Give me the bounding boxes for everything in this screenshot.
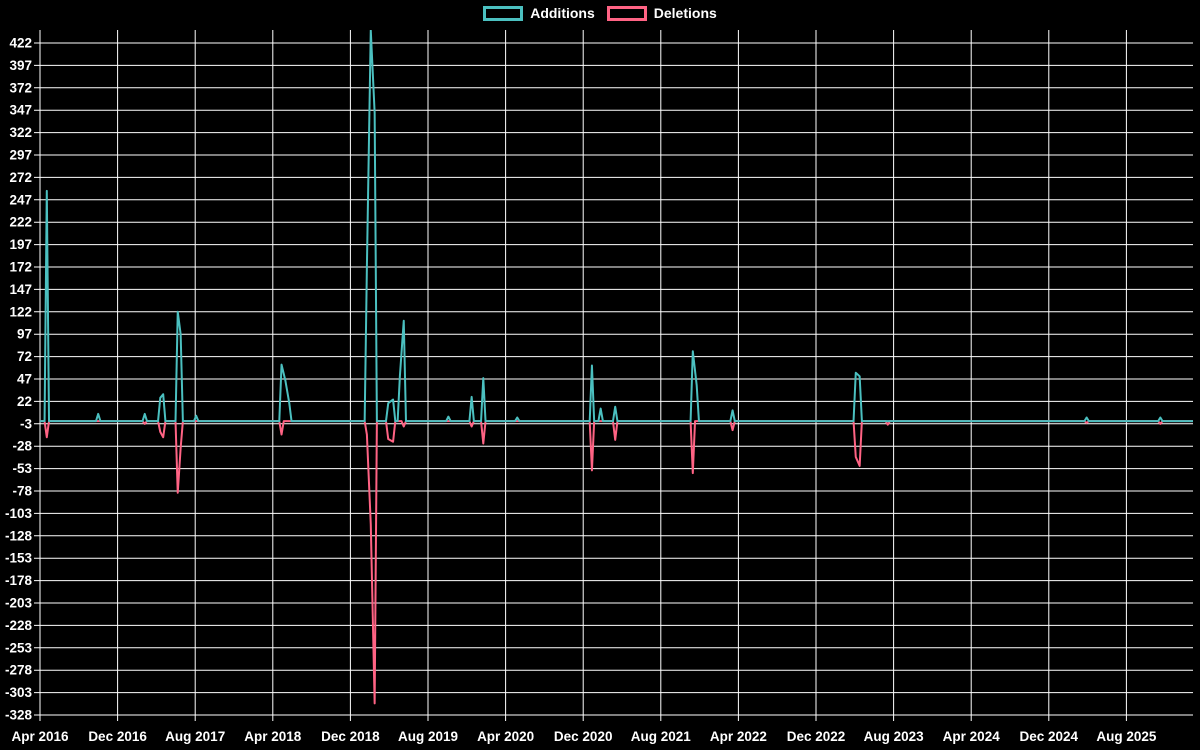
y-grid xyxy=(34,42,1193,716)
y-tick-label: 197 xyxy=(9,237,32,252)
series-line-deletions xyxy=(40,420,1193,705)
y-tick-label: -253 xyxy=(5,640,33,655)
deletions-swatch-icon xyxy=(606,6,647,21)
y-tick-label: 22 xyxy=(17,394,32,409)
x-tick-label: Dec 2016 xyxy=(88,729,147,744)
y-tick-label: -228 xyxy=(5,618,33,633)
y-tick-label: 222 xyxy=(9,215,32,230)
x-tick-label: Apr 2018 xyxy=(244,729,302,744)
y-tick-label: -328 xyxy=(5,708,33,723)
x-tick-label: Aug 2017 xyxy=(165,729,225,744)
x-tick-label: Dec 2018 xyxy=(321,729,380,744)
x-tick-label: Aug 2021 xyxy=(631,729,692,744)
x-tick-label: Apr 2022 xyxy=(710,729,767,744)
y-tick-label: 397 xyxy=(9,58,32,73)
y-tick-label: 297 xyxy=(9,148,32,163)
y-tick-label: -153 xyxy=(5,551,33,566)
x-tick-label: Aug 2025 xyxy=(1096,729,1157,744)
x-tick-label: Apr 2020 xyxy=(477,729,534,744)
y-tick-label: -28 xyxy=(12,439,32,454)
x-tick-label: Apr 2016 xyxy=(11,729,69,744)
y-tick-label: -203 xyxy=(5,596,33,611)
x-tick-label: Dec 2022 xyxy=(787,729,846,744)
series-line-additions xyxy=(40,30,1193,423)
y-tick-label: 72 xyxy=(17,349,32,364)
y-tick-label: -303 xyxy=(5,685,33,700)
y-tick-label: 97 xyxy=(17,327,32,342)
y-tick-label: 347 xyxy=(9,103,32,118)
y-tick-label: 172 xyxy=(9,260,32,275)
y-tick-label: 322 xyxy=(9,125,32,140)
legend-label-deletions: Deletions xyxy=(653,5,717,21)
y-tick-label: -103 xyxy=(5,506,33,521)
y-tick-label: -3 xyxy=(20,416,32,431)
x-grid xyxy=(39,30,1127,721)
x-tick-label: Apr 2024 xyxy=(943,729,1001,744)
y-tick-label: 422 xyxy=(9,36,32,51)
x-tick-label: Aug 2023 xyxy=(864,729,925,744)
y-tick-label: -128 xyxy=(5,528,33,543)
legend-item-additions[interactable]: Additions xyxy=(483,6,595,21)
y-tick-label: -278 xyxy=(5,663,33,678)
legend-item-deletions[interactable]: Deletions xyxy=(606,5,717,21)
y-tick-label: -178 xyxy=(5,573,33,588)
x-tick-label: Aug 2019 xyxy=(398,729,458,744)
y-tick-label: 122 xyxy=(9,304,32,319)
y-axis-labels: 422 397 372 347 322 297 272 247 222 197 172 147 122 9… xyxy=(5,36,33,723)
x-tick-label: Dec 2024 xyxy=(1020,729,1079,744)
x-tick-label: Dec 2020 xyxy=(554,729,613,744)
y-tick-label: 47 xyxy=(17,372,32,387)
y-tick-label: 372 xyxy=(9,80,32,95)
additions-swatch-icon xyxy=(483,6,524,21)
y-tick-label: -53 xyxy=(12,461,32,476)
y-tick-label: 147 xyxy=(9,282,32,297)
y-tick-label: -78 xyxy=(12,484,32,499)
series-group xyxy=(40,30,1193,705)
x-axis-labels: Apr 2016 Dec 2016 Aug 2017 Apr 2018 Dec 2018… xyxy=(11,729,1156,744)
chart-legend: Additions Deletions xyxy=(0,6,1200,21)
y-tick-label: 272 xyxy=(9,170,32,185)
legend-label-additions: Additions xyxy=(530,5,595,21)
y-tick-label: 247 xyxy=(9,192,32,207)
